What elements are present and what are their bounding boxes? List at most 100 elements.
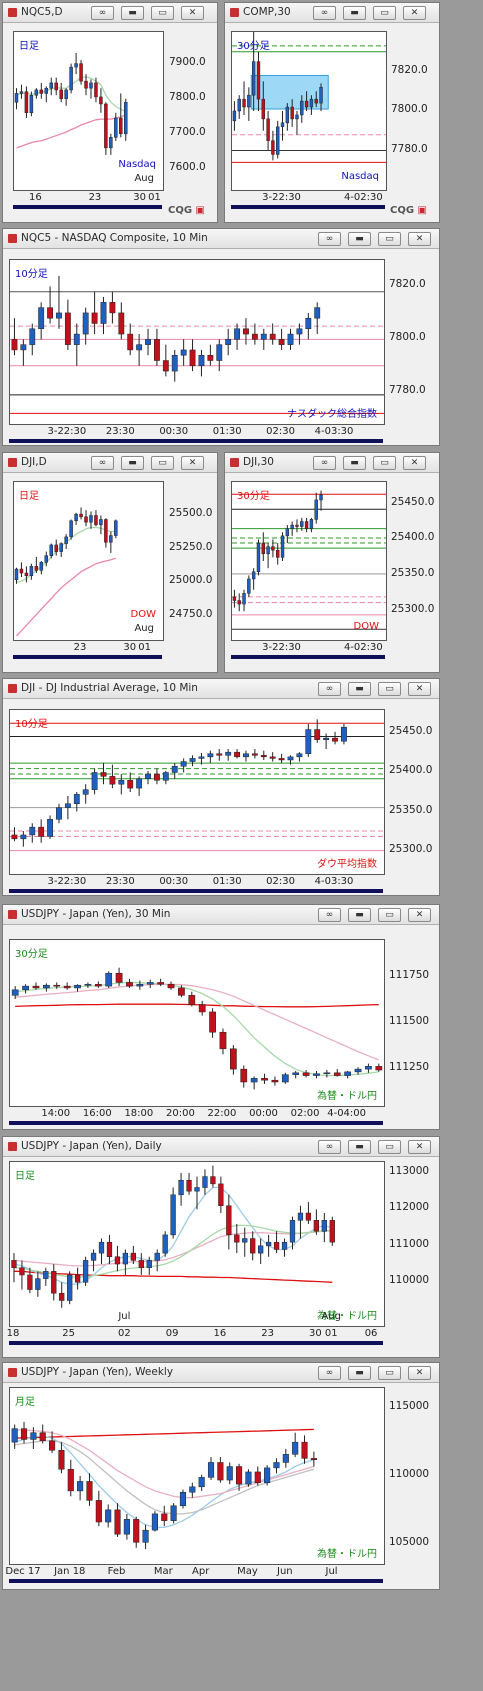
minimize-button[interactable]: ▬ — [348, 1366, 371, 1380]
titlebar[interactable]: USDJPY - Japan (Yen), Daily ∞ ▬ ▭ ✕ — [3, 1137, 439, 1157]
scroll-bar[interactable] — [13, 655, 162, 659]
titlebar[interactable]: DJI,30 ∞ ▬ ▭ ✕ — [225, 453, 439, 473]
scroll-bar[interactable] — [9, 1341, 383, 1345]
scroll-bar[interactable] — [9, 1121, 383, 1125]
minimize-button[interactable]: ▬ — [121, 456, 144, 470]
scroll-bar[interactable] — [9, 889, 383, 893]
minimize-button[interactable]: ▬ — [121, 6, 144, 20]
candle — [365, 1063, 372, 1073]
candle-body — [22, 985, 29, 991]
link-button[interactable]: ∞ — [313, 456, 336, 470]
candle — [256, 539, 261, 576]
candle-body — [305, 317, 312, 330]
titlebar[interactable]: COMP,30 ∞ ▬ ▭ ✕ — [225, 3, 439, 23]
moving-average-line — [14, 1429, 315, 1499]
titlebar[interactable]: USDJPY - Japan (Yen), 30 Min ∞ ▬ ▭ ✕ — [3, 905, 439, 925]
candle-body — [84, 80, 88, 89]
titlebar[interactable]: USDJPY - Japan (Yen), Weekly ∞ ▬ ▭ ✕ — [3, 1363, 439, 1383]
titlebar[interactable]: DJI - DJ Industrial Average, 10 Min ∞ ▬ ▭ ✕ — [3, 679, 439, 699]
scroll-bar[interactable] — [13, 205, 162, 209]
scroll-bar[interactable] — [231, 655, 385, 659]
link-button[interactable]: ∞ — [318, 908, 341, 922]
maximize-button[interactable]: ▭ — [373, 6, 396, 20]
scroll-bar[interactable] — [9, 1579, 383, 1583]
plot-area[interactable] — [13, 481, 164, 641]
candle-body — [296, 328, 303, 335]
candle-body — [118, 312, 125, 335]
candle-body — [237, 98, 241, 112]
close-button[interactable]: ✕ — [408, 232, 431, 246]
candle-body — [29, 328, 36, 345]
maximize-button[interactable]: ▭ — [378, 1140, 401, 1154]
link-button[interactable]: ∞ — [91, 456, 114, 470]
close-button[interactable]: ✕ — [403, 456, 426, 470]
time-tick-label: 23 — [73, 642, 87, 653]
candle — [319, 490, 323, 511]
minimize-button[interactable]: ▬ — [348, 1140, 371, 1154]
link-button[interactable]: ∞ — [313, 6, 336, 20]
plot-area[interactable] — [9, 1161, 385, 1327]
link-button[interactable]: ∞ — [318, 1140, 341, 1154]
link-button[interactable]: ∞ — [318, 682, 341, 696]
candle — [341, 724, 347, 745]
month-label: Aug — [321, 1311, 342, 1322]
candle — [285, 103, 290, 131]
close-button[interactable]: ✕ — [408, 682, 431, 696]
minimize-button[interactable]: ▬ — [348, 682, 371, 696]
minimize-button[interactable]: ▬ — [343, 456, 366, 470]
candle — [109, 764, 116, 789]
titlebar[interactable]: NQC5,D ∞ ▬ ▭ ✕ — [3, 3, 217, 23]
candle — [86, 1473, 93, 1506]
maximize-button[interactable]: ▭ — [373, 456, 396, 470]
plot-area[interactable] — [9, 939, 385, 1107]
candle — [64, 88, 68, 106]
moving-average-line — [14, 1428, 314, 1439]
close-button[interactable]: ✕ — [181, 6, 204, 20]
titlebar[interactable]: DJI,D ∞ ▬ ▭ ✕ — [3, 453, 217, 473]
scroll-bar[interactable] — [9, 439, 383, 443]
titlebar[interactable]: NQC5 - NASDAQ Composite, 10 Min ∞ ▬ ▭ ✕ — [3, 229, 439, 249]
time-tick-label: 4-03:30 — [314, 426, 354, 437]
candle-body — [142, 1529, 149, 1543]
minimize-button[interactable]: ▬ — [348, 232, 371, 246]
instrument-label: Nasdaq — [118, 159, 156, 170]
minimize-button[interactable]: ▬ — [343, 6, 366, 20]
plot-area[interactable] — [13, 31, 164, 191]
candle — [35, 1271, 41, 1297]
close-button[interactable]: ✕ — [408, 1366, 431, 1380]
plot-area[interactable] — [231, 31, 387, 191]
minimize-button[interactable]: ▬ — [348, 908, 371, 922]
period-label: 30分足 — [15, 949, 48, 960]
candle — [38, 302, 45, 340]
plot-area[interactable] — [9, 259, 385, 425]
candle-body — [30, 1432, 37, 1440]
scroll-bar[interactable] — [231, 205, 385, 209]
maximize-button[interactable]: ▭ — [378, 232, 401, 246]
price-tick-label: 25400.0 — [389, 764, 433, 777]
maximize-button[interactable]: ▭ — [378, 1366, 401, 1380]
maximize-button[interactable]: ▭ — [151, 6, 174, 20]
maximize-button[interactable]: ▭ — [151, 456, 174, 470]
close-button[interactable]: ✕ — [181, 456, 204, 470]
candle — [276, 543, 280, 565]
plot-area[interactable] — [231, 481, 387, 641]
close-button[interactable]: ✕ — [408, 908, 431, 922]
plot-area[interactable] — [9, 1387, 385, 1565]
maximize-button[interactable]: ▭ — [378, 682, 401, 696]
link-button[interactable]: ∞ — [318, 232, 341, 246]
candle — [198, 1474, 205, 1491]
close-button[interactable]: ✕ — [408, 1140, 431, 1154]
brand-text: CQG — [390, 205, 415, 216]
candle — [292, 1070, 300, 1079]
close-button[interactable]: ✕ — [403, 6, 426, 20]
candle — [323, 733, 330, 750]
maximize-button[interactable]: ▭ — [378, 908, 401, 922]
window-usdjpy-30min: USDJPY - Japan (Yen), 30 Min ∞ ▬ ▭ ✕ 111750 1… — [2, 904, 440, 1130]
plot-area[interactable] — [9, 709, 385, 875]
link-button[interactable]: ∞ — [91, 6, 114, 20]
chart-icon — [8, 910, 17, 919]
candle — [282, 1448, 289, 1468]
link-button[interactable]: ∞ — [318, 1366, 341, 1380]
candle — [114, 112, 118, 141]
candle-body — [254, 1471, 261, 1484]
